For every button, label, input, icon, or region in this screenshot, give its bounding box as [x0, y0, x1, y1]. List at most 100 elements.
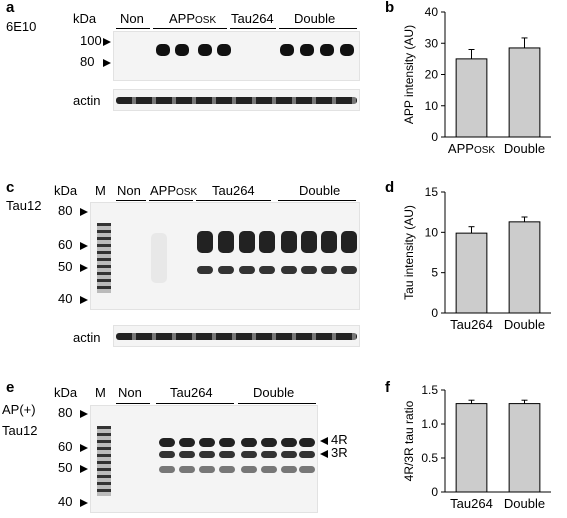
- group-label-double-c: Double: [299, 183, 341, 198]
- band-3r: [199, 451, 215, 458]
- group-line-double-e: [238, 403, 316, 404]
- band-app: [280, 44, 294, 56]
- y-tick-label: 0: [431, 306, 438, 320]
- group-label-tau264-e: Tau264: [170, 385, 213, 400]
- band-tau-lower: [259, 266, 275, 274]
- mw-marker-arrow-40-c: [80, 296, 88, 304]
- y-tick-label: 0.5: [421, 451, 438, 465]
- actin-band-row: [116, 97, 357, 104]
- band-tau-upper: [321, 231, 337, 253]
- band-tau-lower: [241, 466, 257, 473]
- bar: [455, 403, 488, 493]
- band-tau-lower: [179, 466, 195, 473]
- band-tau-upper: [239, 231, 255, 253]
- group-label-double-a: Double: [294, 11, 336, 26]
- mw-marker-arrow-80-e: [80, 410, 88, 418]
- band-tau-lower: [301, 266, 317, 274]
- group-line-tau264-a: [230, 28, 276, 29]
- band-4r: [261, 438, 277, 447]
- y-axis-label: APP intensity (AU): [402, 25, 416, 124]
- antibody-label-6e10: 6E10: [6, 19, 37, 34]
- kda-label-a: kDa: [73, 11, 97, 26]
- band-tau-upper: [281, 231, 297, 253]
- y-tick-label: 15: [425, 185, 439, 199]
- y-tick-label: 0: [431, 485, 438, 499]
- bar: [508, 403, 541, 493]
- group-line-tau264-e: [156, 403, 234, 404]
- group-label-double-e: Double: [253, 385, 295, 400]
- mw-marker-arrow-60-c: [80, 242, 88, 250]
- blot-tau12-c: [90, 202, 360, 310]
- isoform-arrow-3r: [320, 450, 328, 458]
- y-tick-label: 10: [425, 99, 439, 113]
- antibody-label-tau12-c: Tau12: [6, 198, 42, 213]
- isoform-arrow-4r: [320, 437, 328, 445]
- y-axis-label: Tau intensity (AU): [402, 205, 416, 300]
- group-line-double-c: [278, 200, 356, 201]
- mw-marker-50-c: 50: [58, 259, 73, 274]
- mw-marker-arrow-80-c: [80, 208, 88, 216]
- blot-actin-c: [113, 325, 360, 347]
- mw-marker-40-c: 40: [58, 291, 73, 306]
- band-4r: [199, 438, 215, 447]
- band-4r: [281, 438, 297, 447]
- group-label-apposk-c: APPOSK: [150, 183, 198, 199]
- band-app: [217, 44, 231, 56]
- lane-m-label-c: M: [95, 183, 106, 198]
- mw-marker-80: 80: [80, 54, 95, 69]
- loading-label-actin-c: actin: [73, 330, 101, 345]
- band-tau-lower: [219, 466, 235, 473]
- y-tick-label: 30: [425, 36, 439, 50]
- group-label-non-c: Non: [117, 183, 141, 198]
- marker-ladder: [97, 223, 111, 293]
- marker-ladder: [97, 426, 111, 496]
- band-tau-upper: [259, 231, 275, 253]
- band-tau-lower: [218, 266, 234, 274]
- band-tau-lower: [281, 466, 297, 473]
- mw-marker-arrow-50-c: [80, 264, 88, 272]
- kda-label-e: kDa: [54, 385, 78, 400]
- antibody-label-ap: AP(+): [2, 402, 36, 417]
- band-3r: [159, 451, 175, 458]
- mw-marker-arrow-40-e: [80, 499, 88, 507]
- band-3r: [281, 451, 297, 458]
- x-tick-label: Double: [504, 317, 545, 332]
- x-tick-label: Tau264: [450, 496, 493, 511]
- lane-m-label-e: M: [95, 385, 106, 400]
- band-tau-upper: [197, 231, 213, 253]
- band-tau-lower: [261, 466, 277, 473]
- mw-marker-80-c: 80: [58, 203, 73, 218]
- x-tick-label: Double: [504, 141, 545, 156]
- group-label-non-a: Non: [120, 11, 144, 26]
- x-tick-label: Double: [504, 496, 545, 511]
- band-3r: [241, 451, 257, 458]
- band-app: [340, 44, 354, 56]
- y-tick-label: 1.5: [421, 383, 438, 397]
- mw-marker-80-e: 80: [58, 405, 73, 420]
- y-tick-label: 5: [431, 266, 438, 280]
- kda-label-c: kDa: [54, 183, 78, 198]
- band-3r: [261, 451, 277, 458]
- actin-band-row: [116, 333, 357, 340]
- mw-marker-40-e: 40: [58, 494, 73, 509]
- isoform-label-3r: 3R: [331, 445, 348, 460]
- band-4r: [179, 438, 195, 447]
- blot-tau12-e: [90, 405, 318, 513]
- band-app: [198, 44, 212, 56]
- group-line-double-a: [279, 28, 357, 29]
- antibody-label-tau12-e: Tau12: [2, 423, 38, 438]
- mw-marker-arrow-80: [103, 59, 111, 67]
- mw-marker-arrow-50-e: [80, 465, 88, 473]
- band-4r: [241, 438, 257, 447]
- blot-actin-a: [113, 89, 360, 111]
- group-line-tau264-c: [196, 200, 271, 201]
- bar: [508, 221, 541, 314]
- isoform-label-4r: 4R: [331, 432, 348, 447]
- mw-marker-arrow-100: [103, 38, 111, 46]
- band-3r: [299, 451, 315, 458]
- mw-marker-arrow-60-e: [80, 444, 88, 452]
- blot-6e10: [113, 31, 360, 81]
- group-line-apposk-a: [153, 28, 227, 29]
- chart-b: 0 10 20 30 40 APP intensity (AU) APPOSK Double: [402, 5, 551, 156]
- y-tick-label: 0: [431, 130, 438, 144]
